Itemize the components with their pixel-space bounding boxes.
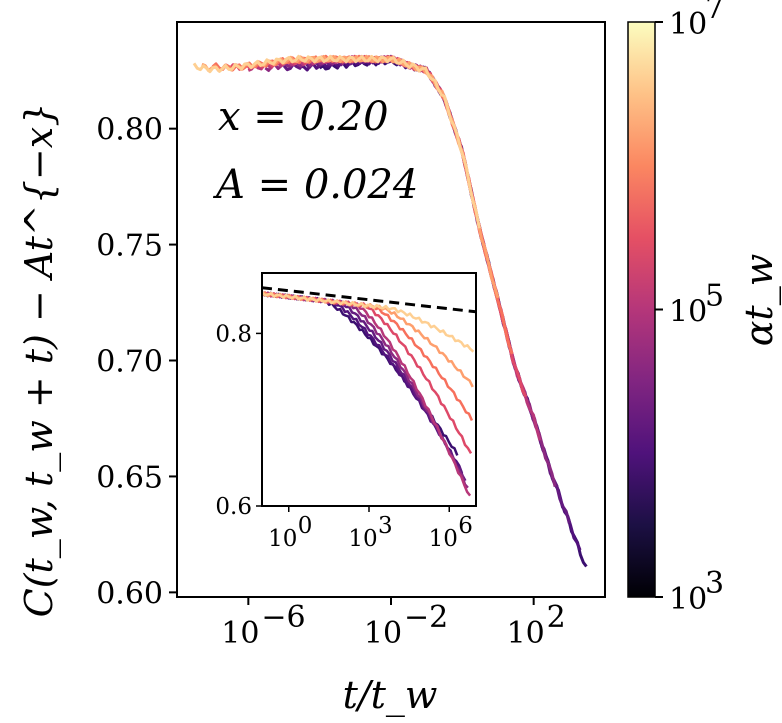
main-annotation-a: A = 0.024 <box>212 162 418 208</box>
main-series-9 <box>192 54 481 229</box>
main-x-tick-label: 10 <box>364 616 402 651</box>
main-x-tick-exponent: 2 <box>547 600 566 635</box>
inset-x-tick-label: 10 <box>348 526 377 552</box>
main-y-tick-label: 0.70 <box>96 345 163 380</box>
main-x-tick-label: 10 <box>507 616 545 651</box>
main-x-ticks: 10 −6 10 −2 10 2 <box>221 597 566 651</box>
main-y-tick-label: 0.75 <box>96 229 163 264</box>
main-y-tick-label: 0.80 <box>96 113 163 148</box>
colorbar-label: αt_w <box>737 254 782 346</box>
main-y-ticks: 0.60 0.65 0.70 0.75 0.80 <box>96 113 177 611</box>
inset-y-ticks: 0.6 0.8 <box>215 321 262 520</box>
main-series-group <box>192 54 588 568</box>
inset-plot: 0.60.8 10 0 10 3 10 6 <box>215 272 477 552</box>
colorbar-tick-label: 10 <box>669 582 707 617</box>
main-annotation-x: x = 0.20 <box>218 94 389 140</box>
inset-x-ticks: 10 0 10 3 10 6 <box>268 506 473 552</box>
inset-series-group <box>262 286 476 497</box>
inset-x-tick-exponent: 3 <box>378 513 393 539</box>
inset-y-tick-label: 0.6 <box>215 494 252 520</box>
main-x-tick-exponent: −6 <box>261 600 305 635</box>
colorbar-tick-exponent: 3 <box>705 566 724 601</box>
colorbar-tick-exponent: 5 <box>705 279 724 314</box>
main-y-tick-label: 0.65 <box>96 460 163 495</box>
main-y-axis-title: C(t_w, t_w + t) − At^{−x} <box>17 103 62 618</box>
main-plot: 0.600.650.700.750.80 10 −6 10 −2 10 2 x = 0.2… <box>17 21 606 718</box>
colorbar-tick-label: 10 <box>669 7 707 42</box>
main-y-tick-label: 0.60 <box>96 576 163 611</box>
inset-dashed-reference <box>262 286 476 314</box>
inset-background <box>262 273 476 506</box>
inset-x-tick-label: 10 <box>268 526 297 552</box>
main-x-tick-label: 10 <box>221 616 259 651</box>
colorbar-tick-label: 10 <box>669 295 707 330</box>
colorbar-gradient <box>627 21 656 598</box>
inset-series-9 <box>262 291 475 353</box>
main-x-tick-exponent: −2 <box>404 600 448 635</box>
main-x-axis-title: t/t_w <box>343 673 438 718</box>
inset-y-tick-label: 0.8 <box>215 321 252 347</box>
colorbar-tick-exponent: 7 <box>705 0 724 26</box>
inset-x-tick-exponent: 6 <box>458 513 473 539</box>
inset-x-tick-exponent: 0 <box>298 513 313 539</box>
inset-x-tick-label: 10 <box>429 526 458 552</box>
